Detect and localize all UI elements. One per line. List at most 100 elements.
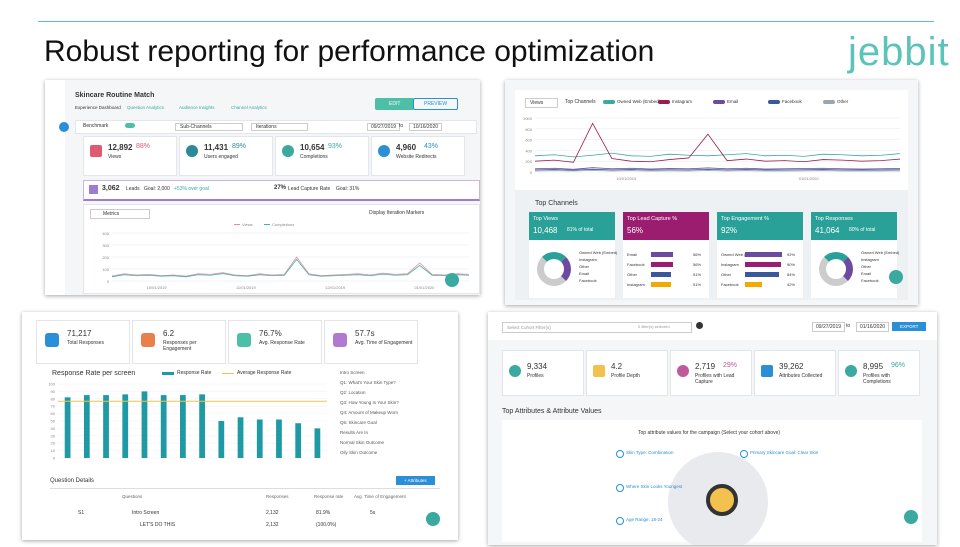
chat-button[interactable] [426,512,440,526]
y-tick-label: 200 [525,159,532,164]
card-value: 41,064 [815,226,840,235]
tab[interactable]: Experience Dashboard [75,105,121,110]
leads-icon [89,185,98,194]
card-title: Top Responses [815,216,853,222]
kpi-value: 8,995 [863,362,884,371]
cohort-filter[interactable]: Select Cohort Filter(s) [502,322,692,333]
kpi-card: 6.2 Responses per Engagement [132,320,226,364]
table-cell: LET'S DO THIS [140,522,176,528]
attribute-label: Skin Type: Combination [626,450,674,455]
response-analytics: 71,217 Total Responses 6.2 Responses per En… [22,312,458,540]
line-series [534,122,901,163]
table-cell: S1 [78,510,85,516]
kpi-value: 71,217 [67,329,92,338]
export-button[interactable]: EXPORT [892,322,927,331]
kpi-value: 12,892 [108,143,133,152]
preview-button[interactable]: PREVIEW [413,98,459,110]
date-separator: to [399,123,404,129]
bar [314,428,321,458]
kpi-value: 76.7% [259,329,282,338]
kpi-card: 4.2 Profile Depth [586,350,668,396]
y-tick-label: 200 [102,255,109,260]
channels-dropdown[interactable]: Sub-Channels [175,123,243,131]
help-icon [696,322,703,329]
capture-rate-goal: Goal: 31% [336,186,360,192]
bar [237,417,244,458]
chat-button[interactable] [445,273,459,287]
bar [83,395,90,458]
bar-value-label: 90% [787,262,796,267]
kpi-card: 10,654 93% Completions [275,136,369,176]
end-date[interactable]: 01/16/2020 [856,322,890,332]
bar [64,397,71,458]
legend-label: Owned Web (Embed) [617,99,661,104]
bar-label: Instagram [721,262,739,267]
bar-label: Other [627,272,638,277]
kpi-value: 57.7s [355,329,375,338]
channel-card: Top Views 10,468 81% of total Owned Web (Em… [529,212,617,298]
attribute-label: Where Skin Looks Youngest [626,484,683,489]
y-tick-label: 10 [51,448,56,453]
screen-item: Intro Screen [340,370,365,375]
kpi-icon [45,333,59,347]
y-tick-label: 0 [53,456,56,461]
slide-title: Robust reporting for performance optimiz… [44,35,655,68]
y-tick-label: 300 [102,243,109,248]
bar [651,252,674,257]
kpi-label: Users engaged [204,154,238,160]
screen-item: Oily Skin Outcome [340,450,378,455]
iterations-dropdown[interactable]: Iterations [251,123,308,131]
kpi-card: 9,334 Profiles [502,350,584,396]
screen-item: Results Are In [340,430,369,435]
bar-label: Owned Web (Embed) [721,252,760,257]
metric-dropdown[interactable]: Views [525,98,559,108]
bar [180,395,186,458]
tab[interactable]: Question Analytics [127,105,165,110]
bar-value-label: 56% [693,252,702,257]
kpi-value: 4.2 [611,362,623,371]
donut [819,252,853,286]
kpi-card: 2,719 29% Profiles with Lead Capture [670,350,752,396]
table-cell: 2,132 [266,522,279,528]
attributes-button[interactable]: + Attributes [396,476,435,485]
legend-label: Instagram [672,99,693,104]
tab[interactable]: Audience Insights [179,105,215,110]
legend-label: Response Rate [177,370,212,376]
table-header: Response rate [314,494,344,499]
screen-item: Q4: Amount of Makeup Worn [340,410,398,415]
screen-item: Q1: What's Your Skin Type? [340,380,396,385]
donut-legend: Facebook [861,278,879,283]
bar-value-label: 56% [693,262,702,267]
screen-item: Normal Skin Outcome [340,440,385,445]
kpi-icon [677,365,689,377]
tab[interactable]: Channel Analytics [231,105,267,110]
card-title: Top Lead Capture % [627,216,678,222]
line-series [534,152,901,158]
screen-item: Q3: How Young Is Your Skin? [340,400,399,405]
legend-swatch [222,373,234,374]
edit-button[interactable]: EDIT [375,98,415,110]
bar [276,419,282,458]
donut-legend: Instagram [579,257,597,262]
bar [745,272,779,277]
bar [745,252,782,257]
start-date[interactable]: 09/27/2019 [367,123,401,131]
bar-label: Facebook [721,282,739,287]
start-date[interactable]: 09/27/2019 [812,322,846,332]
kpi-icon [186,145,198,157]
bar-label: Instagram [627,282,645,287]
chat-button[interactable] [889,270,903,284]
filters-selected: 0 filter(s) selected [638,324,670,329]
table-cell: 81.9% [316,510,331,516]
attribute-label: Age Range: 18-24 [626,517,663,522]
metrics-dropdown[interactable]: Metrics [90,209,151,219]
expand-button[interactable] [59,122,69,132]
kpi-label: Avg. Time of Engagement [355,340,413,346]
end-date[interactable]: 10/16/2020 [409,123,443,131]
kpi-percent: 43% [424,143,439,150]
x-tick-label: 10/01/2019 [616,176,637,181]
y-tick-label: 0 [107,279,110,284]
chat-button[interactable] [904,510,918,524]
toggle[interactable] [125,123,135,128]
benchmark-label: Benchmark [83,123,109,129]
